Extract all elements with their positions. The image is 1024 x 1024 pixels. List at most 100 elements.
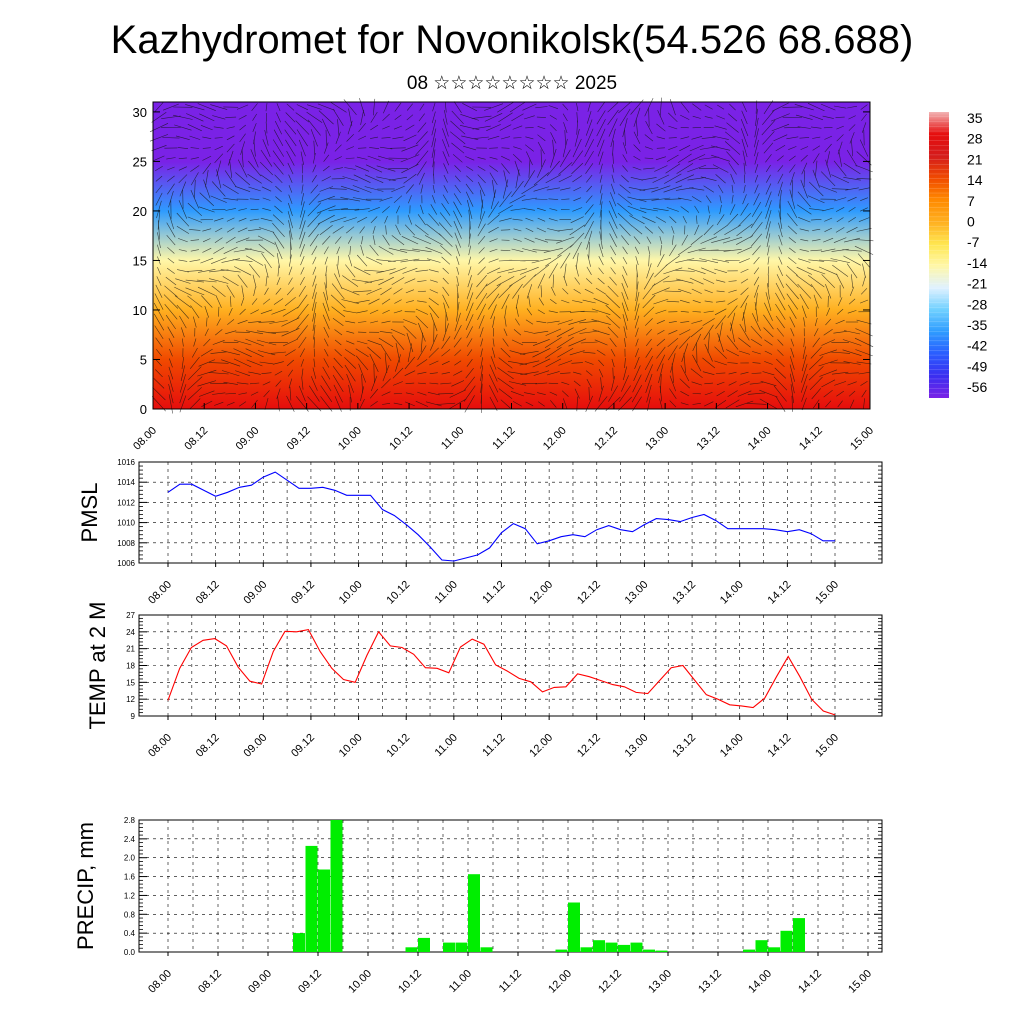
wind-barb (672, 235, 674, 245)
wind-barb (347, 120, 353, 135)
wind-barb (726, 349, 740, 357)
wind-barb (622, 118, 628, 138)
wind-barb (335, 131, 341, 145)
wind-barb (861, 389, 867, 398)
wind-barb (835, 227, 845, 233)
wind-barb (767, 266, 770, 276)
wind-barb (523, 330, 535, 334)
wind-barb (282, 306, 299, 317)
wind-barb (778, 210, 783, 229)
temp-y-tick-label: 12 (126, 695, 135, 704)
wind-barb (858, 217, 870, 222)
wind-barb (263, 390, 270, 398)
wind-barb (306, 111, 323, 123)
temp-series-line (167, 628, 836, 716)
wind-barb (358, 363, 366, 383)
wind-barb (276, 103, 281, 112)
wind-barb (453, 370, 463, 376)
wind-barb (401, 144, 419, 152)
wind-barb (222, 184, 239, 194)
temp-x-tick-label: 14.00 (718, 732, 746, 760)
wind-barb (703, 224, 714, 236)
wind-barb (585, 128, 594, 148)
wind-barb (222, 341, 239, 343)
wind-barb (168, 384, 174, 404)
wind-barb (376, 268, 396, 274)
wind-barb (185, 104, 205, 111)
wind-barb (237, 320, 248, 324)
wind-barb (324, 256, 328, 265)
wind-barb (442, 151, 450, 166)
wind-barb (215, 329, 223, 336)
wind-barb (156, 200, 162, 219)
wind-barb (790, 347, 795, 358)
wind-barb (532, 358, 551, 368)
wind-barb (623, 326, 627, 339)
wind-barb (586, 378, 592, 388)
wind-barb (378, 276, 394, 286)
wind-barb (826, 307, 831, 316)
wind-barb (466, 359, 473, 367)
wind-barb (233, 358, 252, 368)
wind-barb (667, 337, 679, 348)
wind-barb (333, 357, 343, 369)
wind-barb (635, 118, 638, 137)
wind-barb (644, 226, 654, 234)
wind-barb (545, 174, 562, 184)
wind-barb (740, 268, 749, 273)
wind-barb (645, 347, 653, 358)
wind-barb (606, 315, 621, 329)
wind-barb (764, 339, 773, 346)
wind-barb (807, 103, 825, 112)
wind-barb (680, 101, 690, 113)
wind-barb (652, 275, 670, 287)
wind-barb (480, 189, 484, 209)
wind-barb (332, 108, 344, 126)
wind-barb (711, 237, 731, 243)
wind-barb (389, 267, 407, 275)
precip-bar (780, 930, 793, 952)
wind-barb (731, 194, 734, 204)
wind-barb (796, 204, 812, 215)
wind-barb (404, 356, 416, 370)
wind-barb (610, 256, 616, 265)
wind-barb (714, 360, 727, 366)
wind-barb (214, 153, 224, 164)
wind-barb (585, 370, 593, 376)
wind-barb (717, 184, 724, 194)
wind-barb (464, 395, 475, 413)
wind-barb (187, 124, 202, 132)
wind-barb (300, 201, 305, 218)
wind-barb (586, 174, 593, 183)
wind-barb (240, 297, 245, 306)
wind-barb (174, 295, 192, 308)
wind-barb (502, 338, 509, 347)
wind-barb (824, 227, 833, 232)
wind-barb (157, 232, 161, 249)
wind-barb (169, 358, 173, 368)
wind-barb (845, 372, 859, 374)
wind-barb (737, 246, 752, 254)
precip-x-tick-label: 13.12 (696, 968, 724, 996)
wind-barb (679, 378, 690, 389)
wind-barb (797, 283, 812, 299)
wind-barb (692, 354, 702, 372)
wind-barb (678, 288, 692, 294)
wind-barb (598, 267, 604, 275)
wind-barb (723, 249, 742, 252)
wind-barb (843, 361, 861, 365)
wind-barb (332, 226, 344, 234)
wind-barb (747, 392, 766, 395)
wind-barb (659, 236, 663, 245)
wind-barb (299, 210, 306, 230)
wind-barb (412, 236, 432, 245)
wind-barb (344, 167, 357, 170)
wind-barb (680, 136, 690, 140)
wind-barb (813, 399, 820, 409)
wind-barb (249, 382, 260, 385)
wind-barb (572, 241, 582, 259)
wind-barb (716, 381, 725, 386)
wind-barb (313, 337, 315, 348)
wind-barb (830, 258, 850, 263)
wind-barb (598, 359, 605, 367)
